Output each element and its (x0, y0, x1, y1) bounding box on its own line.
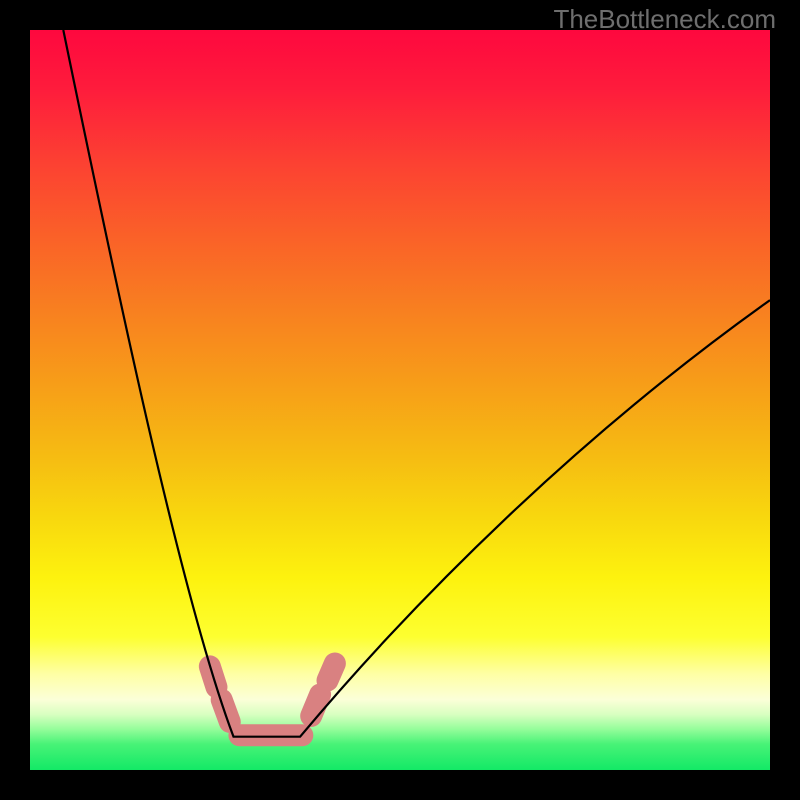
peg-segment (327, 663, 334, 680)
chart-stage: TheBottleneck.com (0, 0, 800, 800)
gradient-background (30, 30, 770, 770)
watermark-text: TheBottleneck.com (553, 4, 776, 35)
bottleneck-chart-svg (0, 0, 800, 800)
peg-segment (222, 700, 230, 722)
peg-segment (311, 695, 320, 716)
